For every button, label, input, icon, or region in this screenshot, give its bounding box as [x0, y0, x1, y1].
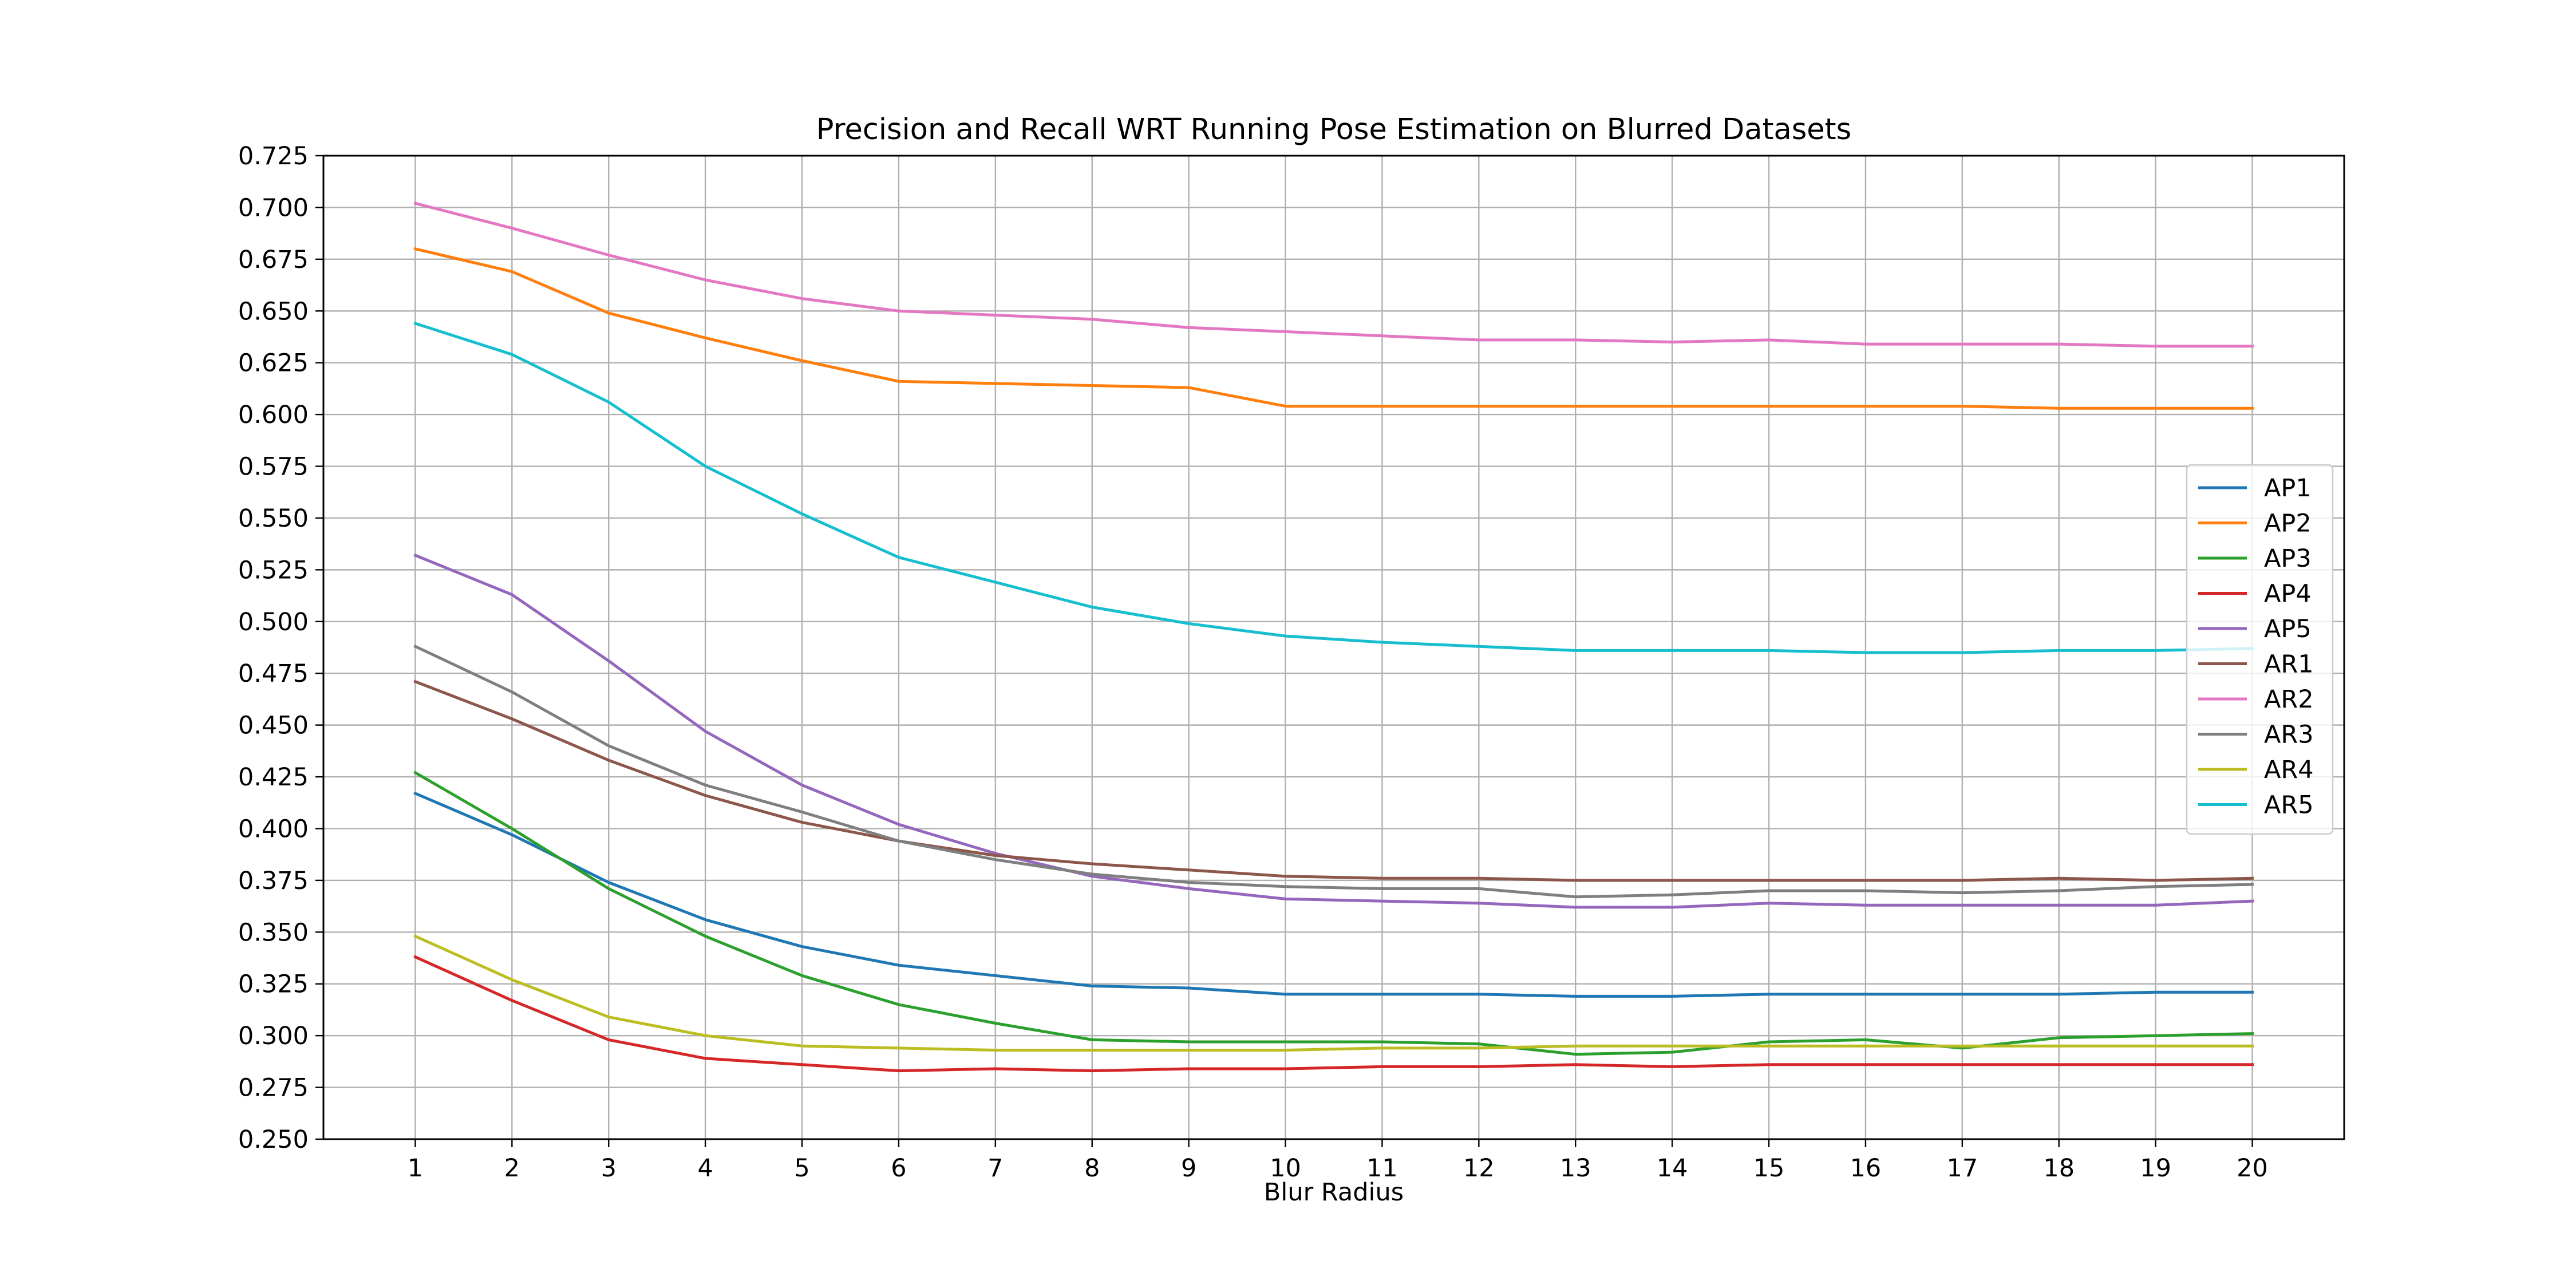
x-tick-label: 18 — [2043, 1154, 2075, 1183]
x-tick-label: 3 — [601, 1154, 617, 1183]
y-tick-label: 0.700 — [238, 193, 309, 222]
x-tick-label: 14 — [1657, 1154, 1688, 1183]
plot-area — [323, 156, 2344, 1139]
x-tick-label: 9 — [1181, 1154, 1196, 1183]
y-tick-label: 0.625 — [238, 349, 309, 378]
y-tick-label: 0.350 — [238, 918, 309, 947]
legend-label-ap3: AP3 — [2264, 544, 2312, 573]
legend-label-ar2: AR2 — [2264, 685, 2314, 714]
x-tick-label: 16 — [1850, 1154, 1882, 1183]
x-tick-label: 10 — [1270, 1154, 1301, 1183]
legend-label-ar1: AR1 — [2264, 650, 2314, 679]
plot-frame — [322, 155, 2345, 1140]
legend-label-ap5: AP5 — [2264, 615, 2312, 643]
y-tick-label: 0.475 — [238, 659, 309, 688]
x-tick-label: 15 — [1753, 1154, 1785, 1183]
x-tick-label: 4 — [697, 1154, 713, 1183]
series-line-ap2 — [413, 247, 2254, 410]
legend-label-ap2: AP2 — [2264, 509, 2312, 538]
series-line-ar5 — [413, 321, 2254, 654]
x-tick-label: 5 — [794, 1154, 809, 1183]
series-line-ar1 — [413, 679, 2254, 882]
y-tick-label: 0.500 — [238, 608, 309, 637]
y-tick-label: 0.725 — [238, 142, 309, 171]
y-axis-ticks: 0.250 0.275 0.300 0.325 0.350 0.375 0.400 0.425… — [238, 142, 323, 1154]
y-tick-label: 0.250 — [238, 1125, 309, 1154]
x-tick-label: 2 — [504, 1154, 520, 1183]
x-axis-ticks: 1 2 3 4 5 6 7 8 9 10 11 12 13 14 15 16 17 18 19 20 — [408, 1139, 2268, 1183]
y-tick-label: 0.575 — [238, 453, 309, 481]
y-tick-label: 0.300 — [238, 1022, 309, 1050]
y-tick-label: 0.450 — [238, 712, 309, 740]
y-tick-label: 0.425 — [238, 763, 309, 792]
chart-title: Precision and Recall WRT Running Pose Es… — [816, 113, 1851, 147]
x-axis-label: Blur Radius — [1264, 1178, 1404, 1207]
x-tick-label: 19 — [2140, 1154, 2171, 1183]
series-line-ar3 — [413, 644, 2254, 899]
legend-label-ap4: AP4 — [2264, 580, 2312, 609]
series-line-ap1 — [413, 791, 2254, 998]
x-tick-label: 17 — [1946, 1154, 1978, 1183]
y-tick-label: 0.550 — [238, 504, 309, 533]
y-tick-label: 0.600 — [238, 401, 309, 429]
x-tick-label: 8 — [1084, 1154, 1100, 1183]
series-line-ar2 — [413, 202, 2254, 348]
x-tick-label: 13 — [1560, 1154, 1591, 1183]
x-tick-label: 12 — [1463, 1154, 1495, 1183]
x-tick-label: 20 — [2237, 1154, 2268, 1183]
series-lines — [413, 202, 2254, 1073]
series-line-ap5 — [413, 553, 2254, 909]
y-tick-label: 0.400 — [238, 815, 309, 843]
legend-label-ap1: AP1 — [2264, 474, 2312, 503]
y-tick-label: 0.325 — [238, 970, 309, 999]
x-tick-label: 6 — [891, 1154, 906, 1183]
series-line-ap4 — [413, 955, 2254, 1073]
legend-label-ar5: AR5 — [2264, 791, 2314, 820]
x-tick-label: 1 — [408, 1154, 423, 1183]
legend-label-ar3: AR3 — [2264, 721, 2314, 749]
y-tick-label: 0.275 — [238, 1074, 309, 1103]
y-tick-label: 0.525 — [238, 556, 309, 584]
series-line-ar4 — [413, 934, 2254, 1052]
y-tick-label: 0.650 — [238, 297, 309, 326]
x-tick-label: 7 — [987, 1154, 1003, 1183]
y-tick-label: 0.675 — [238, 246, 309, 274]
legend-label-ar4: AR4 — [2264, 756, 2314, 784]
legend: AP1 AP2 AP3 AP4 AP5 AR1 AR2 AR3 AR4 AR5 — [2186, 464, 2334, 835]
x-tick-label: 11 — [1366, 1154, 1398, 1183]
y-tick-label: 0.375 — [238, 867, 309, 895]
